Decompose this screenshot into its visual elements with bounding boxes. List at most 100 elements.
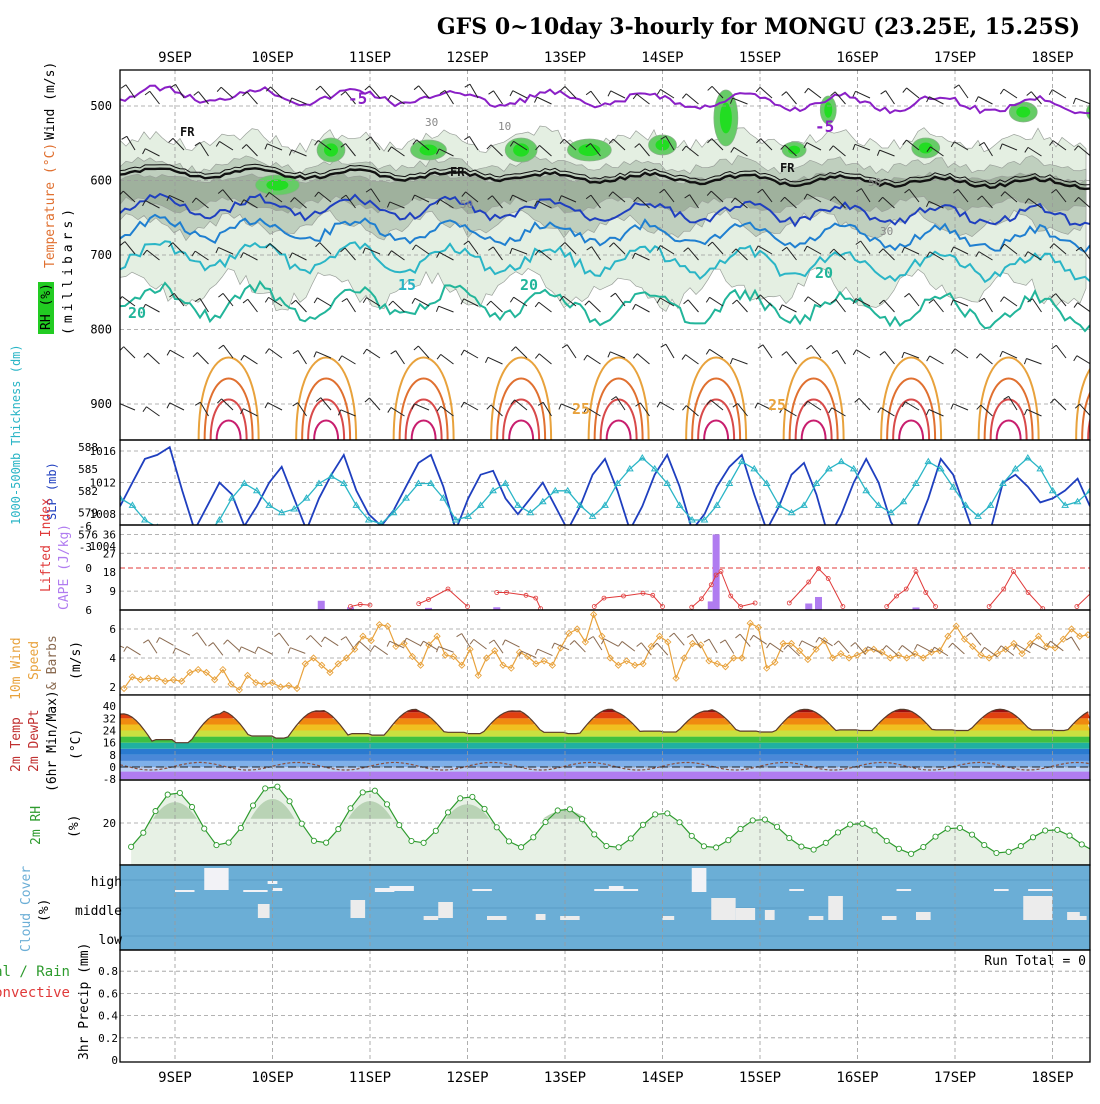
rh-marker: [689, 833, 694, 838]
top-date-label: 9SEP: [158, 50, 192, 66]
precip-tick-label: 0.8: [98, 965, 118, 978]
rh-marker: [787, 835, 792, 840]
slp-tick-label: 1012: [90, 477, 117, 490]
rh-marker: [470, 794, 475, 799]
rh-marker: [811, 847, 816, 852]
precip-tick-label: 0: [111, 1054, 118, 1067]
rh-marker: [884, 838, 889, 843]
temp2m-label-c: (6hr Min/Max): [45, 690, 60, 792]
temp-stripe: [120, 743, 1090, 749]
rh-marker: [372, 788, 377, 793]
rh-marker: [848, 822, 853, 827]
cloud-high-bar: [273, 888, 283, 891]
rh-marker: [409, 838, 414, 843]
label-t20: 20: [815, 264, 833, 282]
temp-stripe: [120, 737, 1090, 743]
rh-marker: [677, 820, 682, 825]
precip-tick-label: 0.4: [98, 1010, 118, 1023]
cloud-low-bar: [560, 916, 580, 920]
cloud-low-bar: [882, 916, 897, 920]
rh-marker: [945, 826, 950, 831]
rh-marker: [933, 834, 938, 839]
rh-marker: [701, 844, 706, 849]
label-fr: FR: [450, 165, 465, 179]
rh-marker: [324, 840, 329, 845]
label-w50: 50: [460, 198, 473, 211]
temp-plot: [0, 695, 1090, 780]
rh-marker: [665, 811, 670, 816]
rh-marker: [141, 830, 146, 835]
temp2m-unit: (°C): [69, 729, 84, 760]
temp-tick-label: 24: [103, 725, 117, 738]
rh-marker: [519, 845, 524, 850]
cloud-high-bar: [789, 889, 804, 891]
slp-tick-label: 1016: [90, 445, 117, 458]
li-label: Lifted Index: [39, 498, 54, 592]
cloud-low-bar: [809, 916, 824, 920]
temp-tick-label: 40: [103, 700, 116, 713]
wind-tick-label: 4: [109, 652, 116, 665]
rh-marker: [275, 784, 280, 789]
rh-marker: [177, 790, 182, 795]
rh-marker: [263, 786, 268, 791]
cape-tick-label: 27: [103, 547, 116, 560]
rh-marker: [336, 826, 341, 831]
top-date-label: 16SEP: [836, 50, 878, 66]
pressure-tick-label: 500: [90, 99, 112, 113]
rh-marker: [994, 850, 999, 855]
rh-marker: [726, 838, 731, 843]
wind10-unit: (m/s): [69, 641, 84, 680]
rh-marker: [616, 845, 621, 850]
rh-marker: [896, 846, 901, 851]
rh-core-blob: [266, 180, 288, 191]
pressure-tick-label: 800: [90, 323, 112, 337]
rh-marker: [750, 818, 755, 823]
rh-marker: [714, 845, 719, 850]
top-date-label: 12SEP: [446, 50, 488, 66]
rh-marker: [543, 819, 548, 824]
rh-marker: [762, 817, 767, 822]
label-w30: 30: [880, 225, 893, 238]
top-date-label: 13SEP: [544, 50, 586, 66]
rh-marker: [202, 826, 207, 831]
rh-marker: [860, 821, 865, 826]
label-w30: 30: [425, 116, 438, 129]
li-tick-label: 3: [85, 583, 92, 596]
cloud-mid-bar: [828, 896, 843, 920]
temp2m-label-b: 2m DewPt: [27, 709, 42, 772]
rh-marker: [592, 832, 597, 837]
rh-tick-label: 20: [103, 817, 116, 830]
rh-marker: [250, 803, 255, 808]
cloud-plot: [120, 865, 1090, 950]
li-tick-label: -6: [79, 520, 92, 533]
rh-core-blob: [824, 102, 832, 117]
rh-marker: [774, 824, 779, 829]
upper-temp-label: Temperature (°C): [43, 143, 58, 268]
label-t20: 20: [128, 304, 146, 322]
wind10-label-a: 10m Wind: [9, 637, 24, 700]
li-tick-label: 0: [85, 562, 92, 575]
rh-marker: [348, 806, 353, 811]
cape-tick-label: 9: [109, 585, 116, 598]
cape-label: CAPE (J/kg): [57, 524, 72, 610]
cloud-high-bar: [204, 868, 228, 890]
cloud-low-bar: [487, 916, 507, 920]
cape-bar: [815, 597, 822, 610]
rh-marker: [287, 799, 292, 804]
cloud-high-bar: [994, 889, 1009, 891]
rh-marker: [835, 830, 840, 835]
rh-marker: [531, 835, 536, 840]
rh-marker: [1055, 827, 1060, 832]
precip-label-b: Convective: [0, 985, 70, 1001]
label-t15: 15: [398, 276, 416, 294]
cloud-mid-bar: [1023, 896, 1052, 920]
rh-marker: [1067, 833, 1072, 838]
rh2m-unit: (%): [67, 815, 82, 838]
rh-marker: [458, 796, 463, 801]
